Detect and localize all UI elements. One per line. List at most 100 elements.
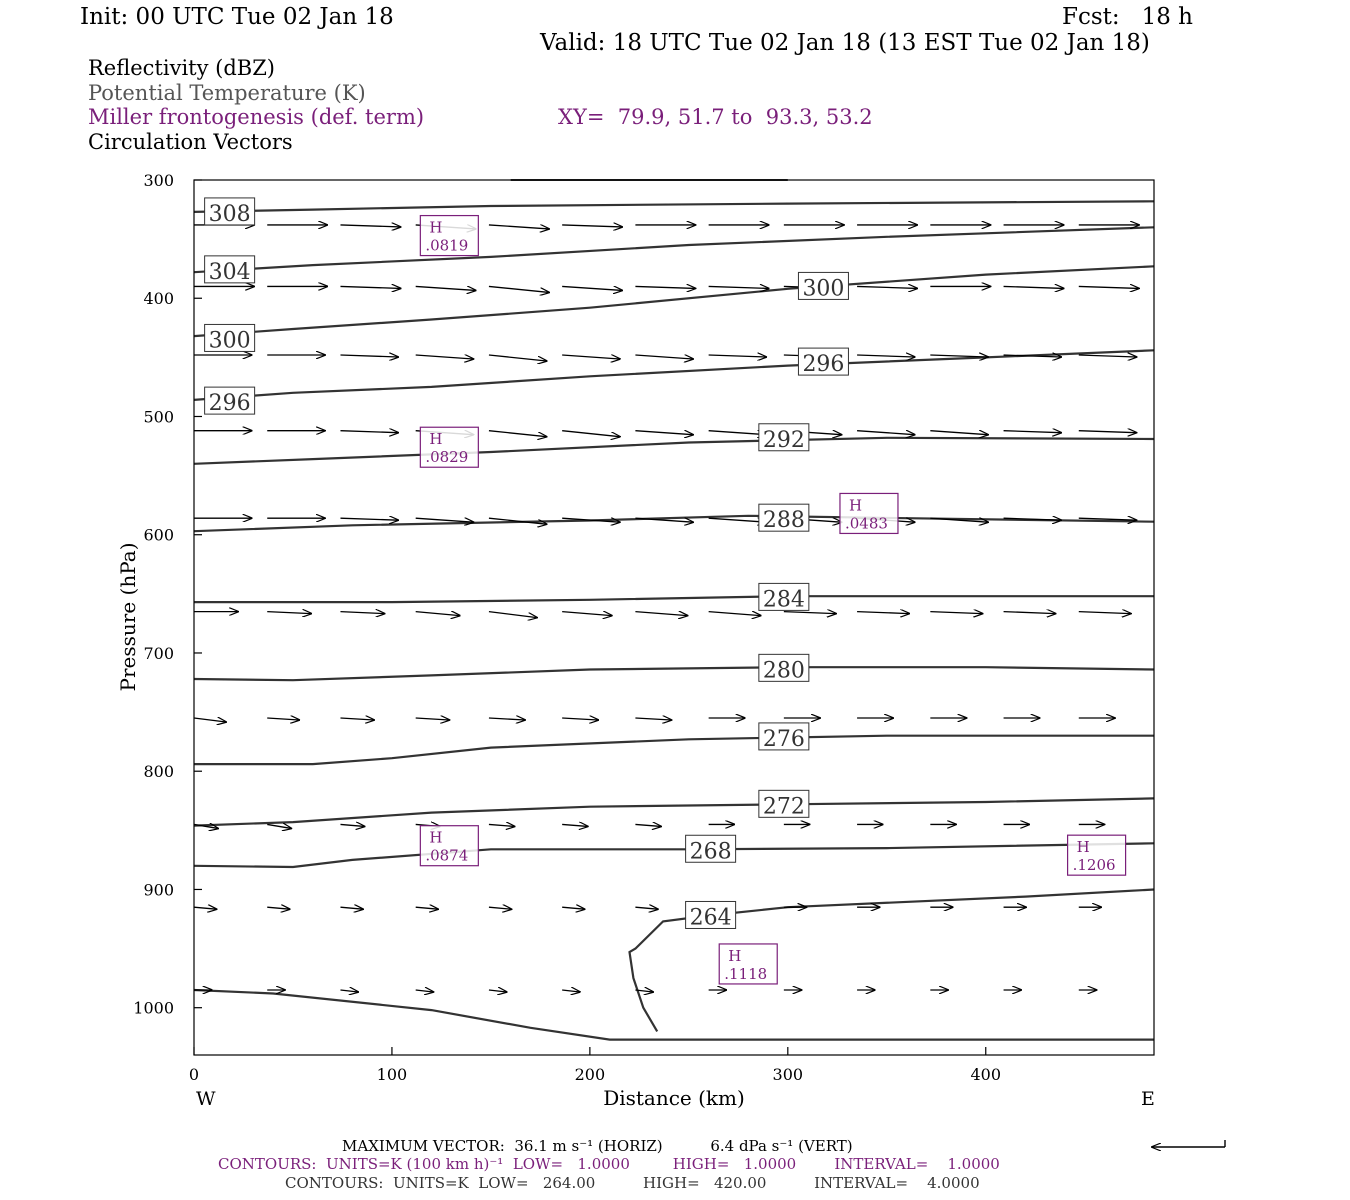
maximum-value: .0874: [425, 847, 468, 865]
maximum-value: .1118: [724, 965, 767, 983]
maximum-label: H: [1077, 838, 1090, 856]
circulation-vector: [635, 354, 693, 359]
theta-contour-304: [193, 226, 1155, 274]
circulation-vector: [340, 355, 398, 357]
circulation-vector: [488, 354, 547, 361]
y-axis-title: Pressure (hPa): [116, 543, 140, 692]
contour-label: 288: [758, 503, 810, 533]
circulation-vector: [340, 907, 362, 909]
contour-label: 304: [204, 255, 256, 285]
y-tick-label: 700: [143, 644, 174, 663]
contour-label: 296: [204, 386, 256, 416]
frontogenesis-maximum: H.0483: [839, 492, 899, 535]
circulation-vector: [562, 517, 620, 522]
circulation-vector: [635, 286, 695, 288]
circulation-vector: [415, 517, 474, 522]
theta-contour-292: [193, 436, 1155, 465]
x-tick-label: 0: [189, 1065, 199, 1084]
y-tick-label: 1000: [133, 999, 174, 1018]
circulation-vector: [562, 354, 620, 359]
circulation-vector: [488, 610, 537, 618]
circulation-vector: [635, 517, 693, 522]
contour-label: 264: [685, 900, 737, 930]
circulation-vector: [340, 824, 364, 826]
frontogenesis-maximum: H.1118: [718, 943, 778, 985]
svg-text:284: 284: [763, 587, 805, 612]
contour-label: 280: [758, 653, 810, 683]
svg-text:296: 296: [802, 352, 844, 377]
maximum-label: H: [849, 496, 862, 514]
circulation-vector: [1078, 286, 1139, 288]
circulation-vector: [340, 518, 398, 520]
maximum-label: H: [429, 219, 442, 237]
legend-circulation-vectors: Circulation Vectors: [88, 130, 293, 154]
maximum-value: .0483: [845, 514, 888, 532]
svg-text:304: 304: [209, 260, 251, 285]
frontogenesis-maximum: H.0829: [419, 426, 479, 468]
circulation-vector: [562, 990, 580, 992]
maximum-label: H: [429, 430, 442, 448]
plot-frame: [193, 179, 1155, 1056]
y-tick-label: 300: [143, 171, 174, 190]
circulation-vector: [415, 612, 460, 616]
contour-label: 276: [758, 722, 810, 752]
theta-contour-280: [193, 666, 1155, 682]
theta-contour-272: [193, 797, 1155, 827]
svg-text:264: 264: [690, 905, 732, 930]
theta-contour-276: [194, 734, 1154, 766]
svg-text:280: 280: [763, 658, 805, 683]
circulation-vector: [488, 824, 515, 826]
theta-contour-264-branch: [628, 888, 1155, 1032]
maximum-label: H: [429, 829, 442, 847]
circulation-vector: [488, 907, 511, 909]
circulation-vector: [340, 225, 400, 227]
contour-label: 272: [758, 789, 810, 819]
contour-label: 292: [758, 423, 810, 453]
circulation-vector: [635, 990, 653, 992]
circulation-vector: [415, 990, 434, 992]
maximum-value: .1206: [1073, 856, 1116, 874]
maximum-label: H: [728, 947, 741, 965]
frontogenesis-maximum: H.0874: [419, 825, 479, 867]
circulation-vector: [783, 612, 836, 614]
cross-section-endpoints: XY= 79.9, 51.7 to 93.3, 53.2: [558, 105, 873, 129]
circulation-vector: [1003, 431, 1062, 433]
circulation-vector: [930, 430, 988, 435]
circulation-vector: [635, 824, 661, 826]
circulation-vector: [1003, 355, 1062, 357]
circulation-vector: [635, 718, 671, 720]
circulation-vector: [562, 225, 622, 227]
circulation-vector: [562, 430, 620, 437]
contour-label: 284: [758, 582, 810, 612]
circulation-vector: [340, 431, 398, 433]
circulation-vector: [488, 430, 547, 437]
circulation-vector: [488, 285, 549, 292]
svg-text:300: 300: [802, 276, 844, 301]
maximum-value: .0829: [425, 448, 468, 466]
svg-text:308: 308: [209, 202, 251, 227]
circulation-vector: [930, 517, 988, 522]
circulation-vector: [193, 907, 216, 909]
svg-text:272: 272: [763, 794, 805, 819]
contour-label: 300: [797, 271, 849, 301]
circulation-vector: [708, 355, 767, 357]
theta-contour-264: [193, 988, 1154, 1041]
circulation-vector: [857, 286, 917, 288]
valid-time: Valid: 18 UTC Tue 02 Jan 18 (13 EST Tue …: [540, 30, 1150, 56]
contour-label: 296: [797, 347, 849, 377]
circulation-vector: [267, 824, 291, 828]
frontogenesis-contour-note: CONTOURS: UNITS=K (100 km h)⁻¹ LOW= 1.00…: [218, 1155, 1000, 1173]
x-tick-label: 300: [773, 1065, 804, 1084]
east-label: E: [1141, 1088, 1155, 1110]
theta-contour-308: [193, 200, 1155, 213]
circulation-vector: [562, 718, 598, 720]
circulation-vector: [562, 612, 612, 616]
legend-frontogenesis: Miller frontogenesis (def. term): [88, 105, 425, 129]
circulation-vector: [708, 517, 767, 522]
circulation-vector: [488, 517, 547, 524]
circulation-vector: [340, 612, 384, 614]
circulation-vector: [415, 354, 474, 359]
reference-vector: [1152, 1140, 1226, 1147]
circulation-vector: [708, 612, 761, 616]
circulation-vector: [1003, 518, 1062, 520]
